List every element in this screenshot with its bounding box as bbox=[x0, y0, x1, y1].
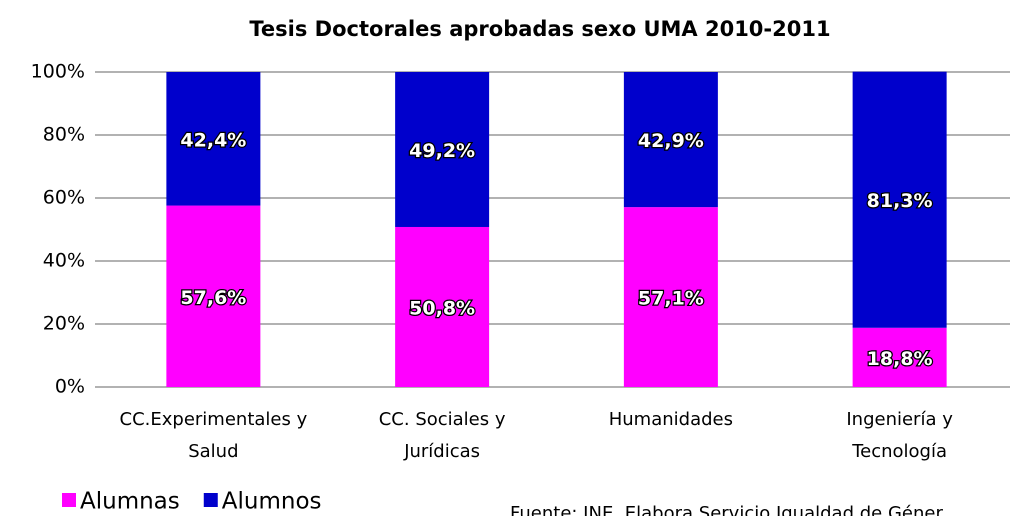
x-tick-label: CC.Experimentales y Salud bbox=[119, 409, 308, 462]
chart-title: Tesis Doctorales aprobadas sexo UMA 2010… bbox=[249, 17, 830, 41]
bar-segment bbox=[166, 205, 261, 387]
data-label: 49,2% bbox=[409, 140, 475, 162]
data-label: 18,8% bbox=[867, 348, 933, 370]
bar-segment bbox=[166, 72, 261, 206]
y-tick-label: 100% bbox=[31, 61, 85, 83]
data-label: 57,1% bbox=[638, 288, 704, 310]
y-tick-label: 0% bbox=[55, 376, 85, 398]
x-tick-label: CC. Sociales y Jurídicas bbox=[378, 409, 506, 462]
y-tick-label: 40% bbox=[43, 250, 85, 272]
data-label: 81,3% bbox=[867, 190, 933, 212]
x-tick-label: Humanidades bbox=[608, 409, 733, 430]
y-tick-label: 80% bbox=[43, 124, 85, 146]
source-note: Fuente: INE. Elabora Servicio Igualdad d… bbox=[510, 503, 943, 516]
data-label: 42,9% bbox=[638, 130, 704, 152]
data-label: 50,8% bbox=[409, 297, 475, 319]
y-tick-label: 20% bbox=[43, 313, 85, 335]
legend-label: Alumnas bbox=[80, 489, 180, 515]
bar-segment bbox=[623, 72, 718, 208]
bar-segment bbox=[395, 226, 490, 387]
bar-segment bbox=[623, 207, 718, 387]
bar-segment bbox=[852, 71, 947, 328]
legend-swatch bbox=[62, 493, 76, 507]
bar-segment bbox=[852, 327, 947, 387]
bar-segment bbox=[395, 72, 490, 227]
legend-label: Alumnos bbox=[222, 489, 322, 515]
data-label: 57,6% bbox=[180, 287, 246, 309]
y-tick-label: 60% bbox=[43, 187, 85, 209]
data-label: 42,4% bbox=[180, 129, 246, 151]
x-tick-label: Ingeniería y Tecnología bbox=[846, 409, 953, 462]
legend-swatch bbox=[203, 493, 218, 507]
